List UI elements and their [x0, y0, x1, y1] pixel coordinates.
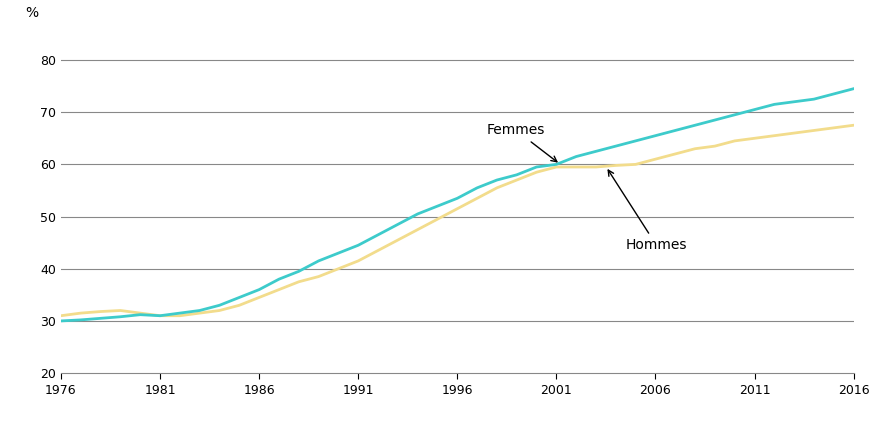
Text: %: %	[25, 6, 38, 20]
Text: Femmes: Femmes	[487, 123, 557, 162]
Text: Hommes: Hommes	[608, 170, 687, 252]
